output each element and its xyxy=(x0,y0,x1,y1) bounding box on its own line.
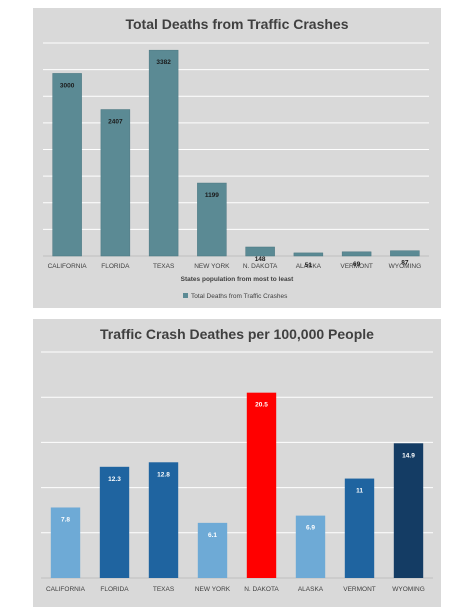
bar-n-dakota xyxy=(245,246,275,257)
x-tick-label: NEW YORK xyxy=(195,586,231,593)
bar-wyoming xyxy=(390,250,420,257)
x-tick-label: WYOMING xyxy=(392,586,425,593)
legend-label: Total Deaths from Traffic Crashes xyxy=(191,293,288,300)
data-label: 6.9 xyxy=(306,525,315,532)
data-label: 7.8 xyxy=(61,516,70,523)
x-tick-label: VERMONT xyxy=(343,586,376,593)
chart-background xyxy=(33,319,441,607)
x-tick-label: FLORIDA xyxy=(101,263,130,270)
x-tick-label: ALASKA xyxy=(296,263,322,270)
data-label: 6.1 xyxy=(208,532,217,539)
data-label: 11 xyxy=(356,488,363,495)
data-label: 51 xyxy=(305,262,313,269)
x-tick-label: N. DAKOTA xyxy=(244,586,279,593)
bar-texas xyxy=(148,462,179,578)
data-label: 12.3 xyxy=(108,476,121,483)
data-label: 12.8 xyxy=(157,471,170,478)
chart-deaths-per-100k-svg: Traffic Crash Deathes per 100,000 People… xyxy=(33,319,441,607)
bar-new-york xyxy=(197,522,228,578)
bar-new-york xyxy=(197,182,227,257)
bar-alaska xyxy=(293,252,324,257)
data-label: 148 xyxy=(255,256,266,263)
x-axis-title: States population from most to least xyxy=(181,276,295,283)
x-tick-label: TEXAS xyxy=(153,263,175,270)
x-tick-label: TEXAS xyxy=(153,586,175,593)
legend: Total Deaths from Traffic Crashes xyxy=(183,293,288,300)
chart-deaths-per-100k: Traffic Crash Deathes per 100,000 People… xyxy=(33,319,441,607)
chart-title: Traffic Crash Deathes per 100,000 People xyxy=(100,326,374,342)
bar-texas xyxy=(148,49,179,257)
chart-title: Total Deaths from Traffic Crashes xyxy=(125,16,348,32)
x-tick-label: ALASKA xyxy=(298,586,324,593)
x-tick-label: VERMONT xyxy=(340,263,373,270)
bar-vermont xyxy=(344,478,375,578)
x-tick-label: N. DAKOTA xyxy=(243,263,278,270)
bar-florida xyxy=(99,466,130,578)
x-tick-label: NEW YORK xyxy=(194,263,230,270)
data-label: 69 xyxy=(353,261,361,268)
data-label: 20.5 xyxy=(255,402,268,409)
bar-california xyxy=(50,507,81,578)
bar-n-dakota xyxy=(246,392,277,578)
legend-swatch xyxy=(183,293,188,298)
x-tick-label: CALIFORNIA xyxy=(46,586,86,593)
data-label: 3000 xyxy=(60,82,75,89)
chart-total-deaths-svg: Total Deaths from Traffic Crashes 3000 24… xyxy=(33,8,441,308)
data-label: 1199 xyxy=(205,192,219,199)
data-label: 87 xyxy=(401,260,409,267)
chart-background xyxy=(33,8,441,308)
chart-total-deaths: Total Deaths from Traffic Crashes 3000 24… xyxy=(33,8,441,308)
data-label: 2407 xyxy=(108,119,123,126)
x-tick-label: WYOMING xyxy=(389,263,422,270)
bar-alaska xyxy=(295,515,326,578)
x-tick-label: FLORIDA xyxy=(100,586,129,593)
data-label: 14.9 xyxy=(402,452,415,459)
bar-florida xyxy=(100,109,131,257)
bar-vermont xyxy=(341,251,372,257)
x-tick-label: CALIFORNIA xyxy=(48,263,88,270)
data-label: 3382 xyxy=(156,59,171,66)
bar-wyoming xyxy=(393,443,424,578)
bar-california xyxy=(52,73,82,257)
